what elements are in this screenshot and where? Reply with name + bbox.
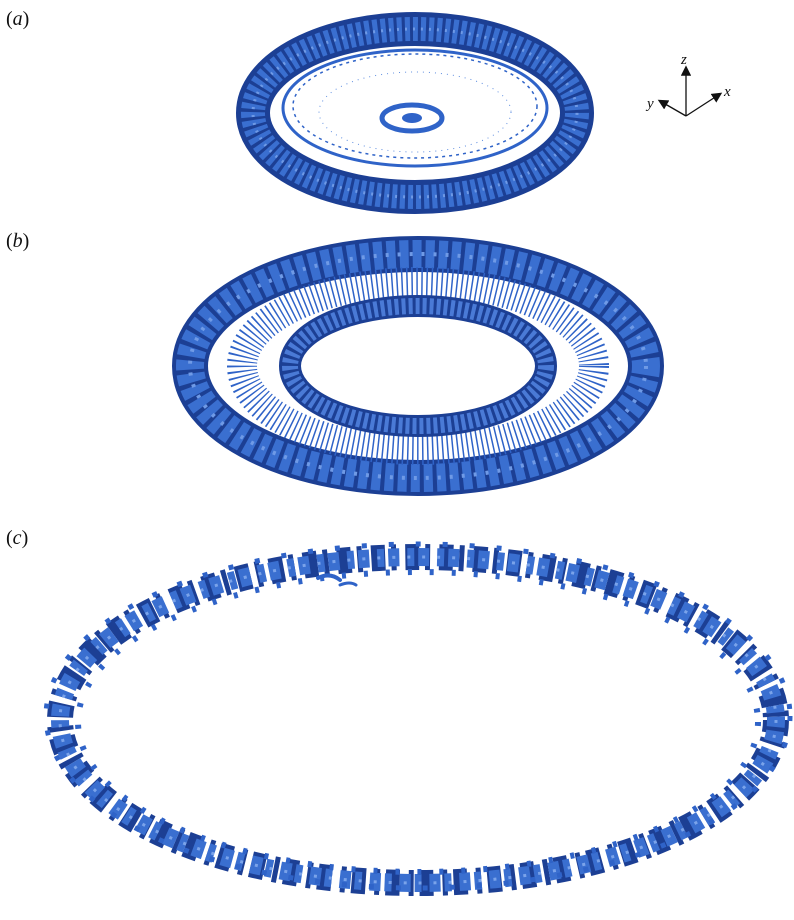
panel-label-c: (c) bbox=[6, 527, 29, 549]
ring-a-center-ring bbox=[379, 102, 445, 134]
ring-c-texture bbox=[51, 548, 785, 892]
ring-b-hole bbox=[324, 324, 512, 408]
ring-a-center-core bbox=[402, 113, 422, 123]
axis-y-label: y bbox=[645, 96, 654, 112]
vortex-ring-c bbox=[43, 541, 793, 896]
ring-c-outer-blobs bbox=[43, 541, 793, 891]
ring-b-streaks bbox=[227, 267, 609, 465]
axis-x-label: x bbox=[723, 84, 731, 100]
ring-b-inner-texture bbox=[282, 298, 554, 434]
axis-y-arrow bbox=[657, 99, 687, 117]
panel-label-b: (b) bbox=[6, 230, 30, 252]
ring-a-speckle bbox=[318, 71, 512, 153]
vortex-ring-a bbox=[236, 12, 594, 214]
ring-c-highlight bbox=[58, 555, 778, 885]
vortex-ring-b bbox=[172, 236, 664, 496]
axis-z-label: z bbox=[680, 52, 687, 68]
axis-triad: z x y bbox=[645, 52, 731, 117]
ring-a-inner-line-2 bbox=[292, 53, 538, 159]
ring-b-outer-highlight bbox=[188, 252, 648, 480]
ring-c-fragment-2 bbox=[338, 581, 358, 587]
ring-c-inner-blobs bbox=[75, 569, 761, 875]
ring-c-fragment-1 bbox=[316, 573, 342, 582]
ring-a-outer-highlight bbox=[251, 27, 579, 199]
ring-a-inner-line-1 bbox=[281, 48, 549, 168]
panel-label-a: (a) bbox=[6, 8, 30, 30]
axis-x-arrow bbox=[685, 92, 723, 117]
